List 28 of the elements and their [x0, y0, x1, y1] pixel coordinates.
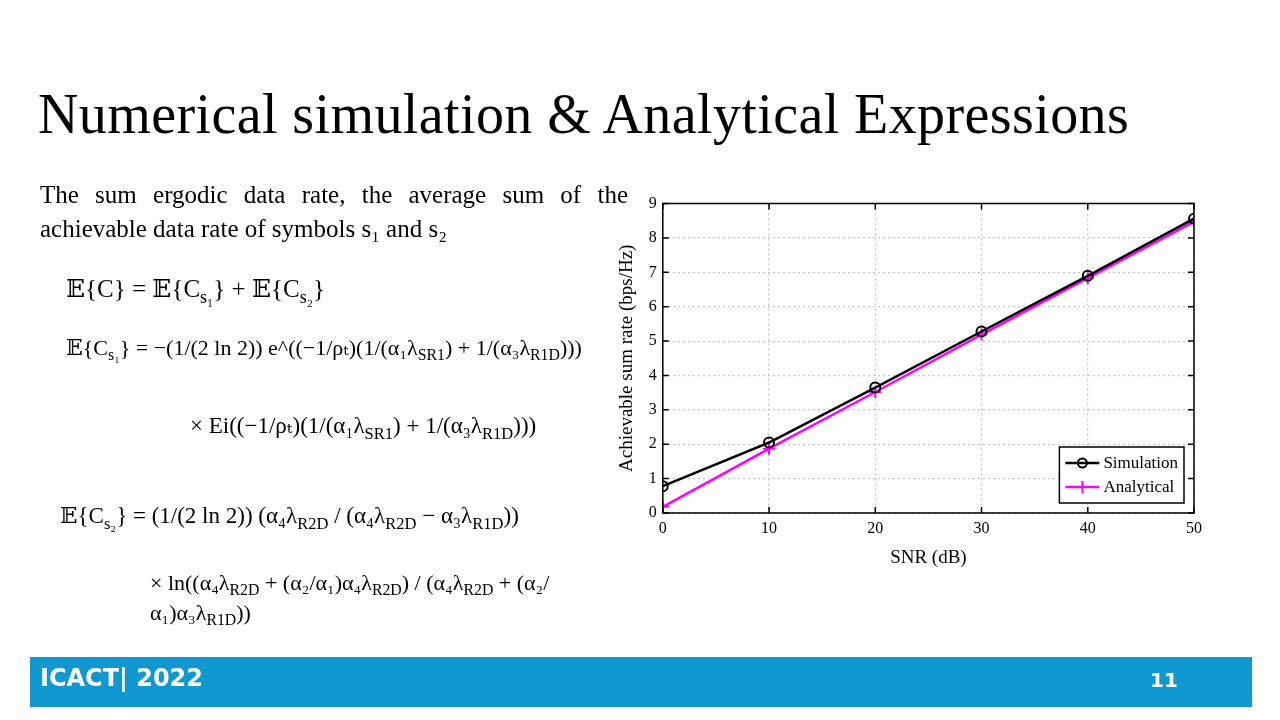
text: 𝔼{C$_{s₁}$} = −(1/(2 ln 2)) e^((−1/ρₜ)(1/(α₁λ$_{SR1}$) + 1/(α₃λ$_{R1D}$))) — [66, 334, 583, 364]
y-tick-label: 1 — [648, 468, 657, 486]
text: 𝔼{C} = 𝔼{C$_{s₁}$} + 𝔼{C$_{s₂}$} — [66, 274, 326, 307]
y-tick-label: 3 — [648, 400, 657, 418]
y-tick-label: 0 — [648, 503, 657, 521]
x-tick-label: 20 — [867, 518, 884, 536]
y-axis-title: Achievable sum rate (bps/Hz) — [615, 244, 638, 472]
x-tick-label: 50 — [1186, 518, 1202, 536]
text: × Ei((−1/ρₜ)(1/(α₁λ$_{SR1}$) + 1/(α₃λ$_{R1D}$))) — [190, 412, 538, 443]
x-tick-label: 30 — [973, 518, 990, 536]
legend-label: Analytical — [1103, 477, 1175, 497]
x-tick-label: 40 — [1079, 518, 1096, 536]
legend-label: Simulation — [1103, 453, 1179, 473]
text: 11 — [1150, 668, 1179, 692]
y-tick-label: 4 — [648, 365, 657, 383]
text: The sum ergodic data rate, the average sum of the achievable data rate of symbols s₁ and s₂ — [40, 180, 628, 244]
text: × ln((α₄λ$_{R2D}$ + (α₂/α₁)α₄λ$_{R2D}$) / (α₄λ$_{R2D}$ + (α₂/α₁)α₃λ$_{R1D}$)) — [150, 570, 550, 629]
x-axis-title: SNR (dB) — [890, 545, 967, 568]
y-tick-label: 2 — [648, 434, 657, 452]
y-tick-label: 8 — [648, 228, 657, 246]
y-tick-label: 7 — [648, 262, 657, 280]
text: 𝔼{C$_{s₂}$} = (1/(2 ln 2)) (α₄λ$_{R2D}$ / (α₄λ$_{R2D}$ − α₃λ$_{R1D}$)) — [60, 503, 519, 533]
y-tick-label: 5 — [648, 331, 657, 349]
chart-title: Numerical simulation & Analytical Expressions — [38, 82, 1130, 147]
x-tick-label: 10 — [761, 518, 778, 536]
text: ICACT| 2022 — [40, 664, 205, 693]
y-tick-label: 9 — [648, 193, 657, 211]
y-tick-label: 6 — [648, 296, 657, 314]
